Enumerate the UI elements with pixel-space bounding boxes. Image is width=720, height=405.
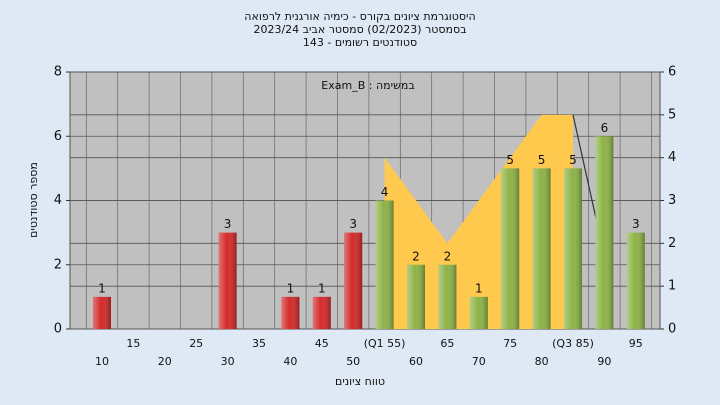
chart-subtitle: בסמסטר (02/2023) סמסטר אביב 2023/24: [253, 23, 466, 36]
annotation: במשימה : Exam_B: [321, 79, 414, 92]
x-tick-label: 15: [126, 337, 140, 350]
y2-tick-label: 1: [668, 279, 676, 294]
x-tick-label: 60: [409, 355, 423, 368]
value-label: 6: [601, 121, 609, 135]
value-label: 3: [224, 217, 232, 231]
value-label: 4: [381, 185, 389, 199]
value-label: 1: [318, 281, 326, 295]
x-tick-label: 20: [158, 355, 172, 368]
x-tick-label: 10: [95, 355, 109, 368]
x-tick-label: 30: [221, 355, 235, 368]
y2-tick-label: 4: [668, 150, 676, 165]
bar-shade: [501, 168, 520, 329]
x-tick-label: 40: [283, 355, 297, 368]
area: [384, 114, 573, 329]
bar-shade: [532, 168, 551, 329]
y2-tick-label: 2: [668, 236, 676, 251]
y-axis-label: מספר סטודנטים: [27, 162, 40, 238]
x-tick-label: 75: [503, 337, 517, 350]
bar-shade: [564, 168, 582, 329]
y2-tick-label: 0: [668, 322, 676, 337]
x-tick-label: 65: [440, 337, 454, 350]
value-label: 5: [506, 153, 514, 167]
x-tick-label: 50: [346, 355, 360, 368]
bar-shade: [344, 232, 363, 329]
y-tick-label: 6: [54, 129, 62, 144]
bar-shade: [375, 200, 394, 329]
chart-subtitle: סטודנטים רשומים - 143: [303, 36, 417, 49]
value-label: 3: [632, 217, 640, 231]
bar-shade: [626, 232, 645, 329]
y2-tick-label: 5: [668, 107, 676, 122]
x-tick-label: 95: [629, 337, 643, 350]
value-label: 1: [287, 281, 295, 295]
bar-shade: [469, 296, 488, 329]
bar-shade: [407, 264, 425, 329]
bar-shade: [281, 296, 300, 329]
bar-shade: [312, 296, 331, 329]
x-tick-label: 35: [252, 337, 266, 350]
value-label: 2: [444, 249, 452, 263]
y-tick-label: 8: [54, 65, 62, 80]
y-tick-label: 0: [54, 322, 62, 337]
y-tick-label: 2: [54, 257, 62, 272]
x-tick-label: (Q3 85): [552, 337, 594, 350]
x-tick-label: 45: [315, 337, 329, 350]
bar-shade: [218, 232, 237, 329]
bar-shade: [595, 136, 614, 329]
value-label: 2: [412, 249, 420, 263]
y2-tick-label: 6: [668, 65, 676, 80]
value-label: 3: [349, 217, 357, 231]
y-tick-label: 4: [54, 193, 62, 208]
x-axis-label: טווח ציונים: [335, 375, 385, 388]
chart-title: היסטוגרמת ציונים בקורס - כימיה אורגנית ל…: [244, 10, 475, 23]
value-label: 5: [538, 153, 546, 167]
x-tick-label: 70: [472, 355, 486, 368]
bar-shade: [438, 264, 457, 329]
value-label: 1: [98, 281, 106, 295]
bar-shade: [93, 296, 111, 329]
x-tick-label: 80: [535, 355, 549, 368]
y2-tick-label: 3: [668, 193, 676, 208]
x-tick-label: 25: [189, 337, 203, 350]
value-label: 5: [569, 153, 577, 167]
value-label: 1: [475, 281, 483, 295]
x-tick-label: (Q1 55): [364, 337, 406, 350]
x-tick-label: 90: [597, 355, 611, 368]
